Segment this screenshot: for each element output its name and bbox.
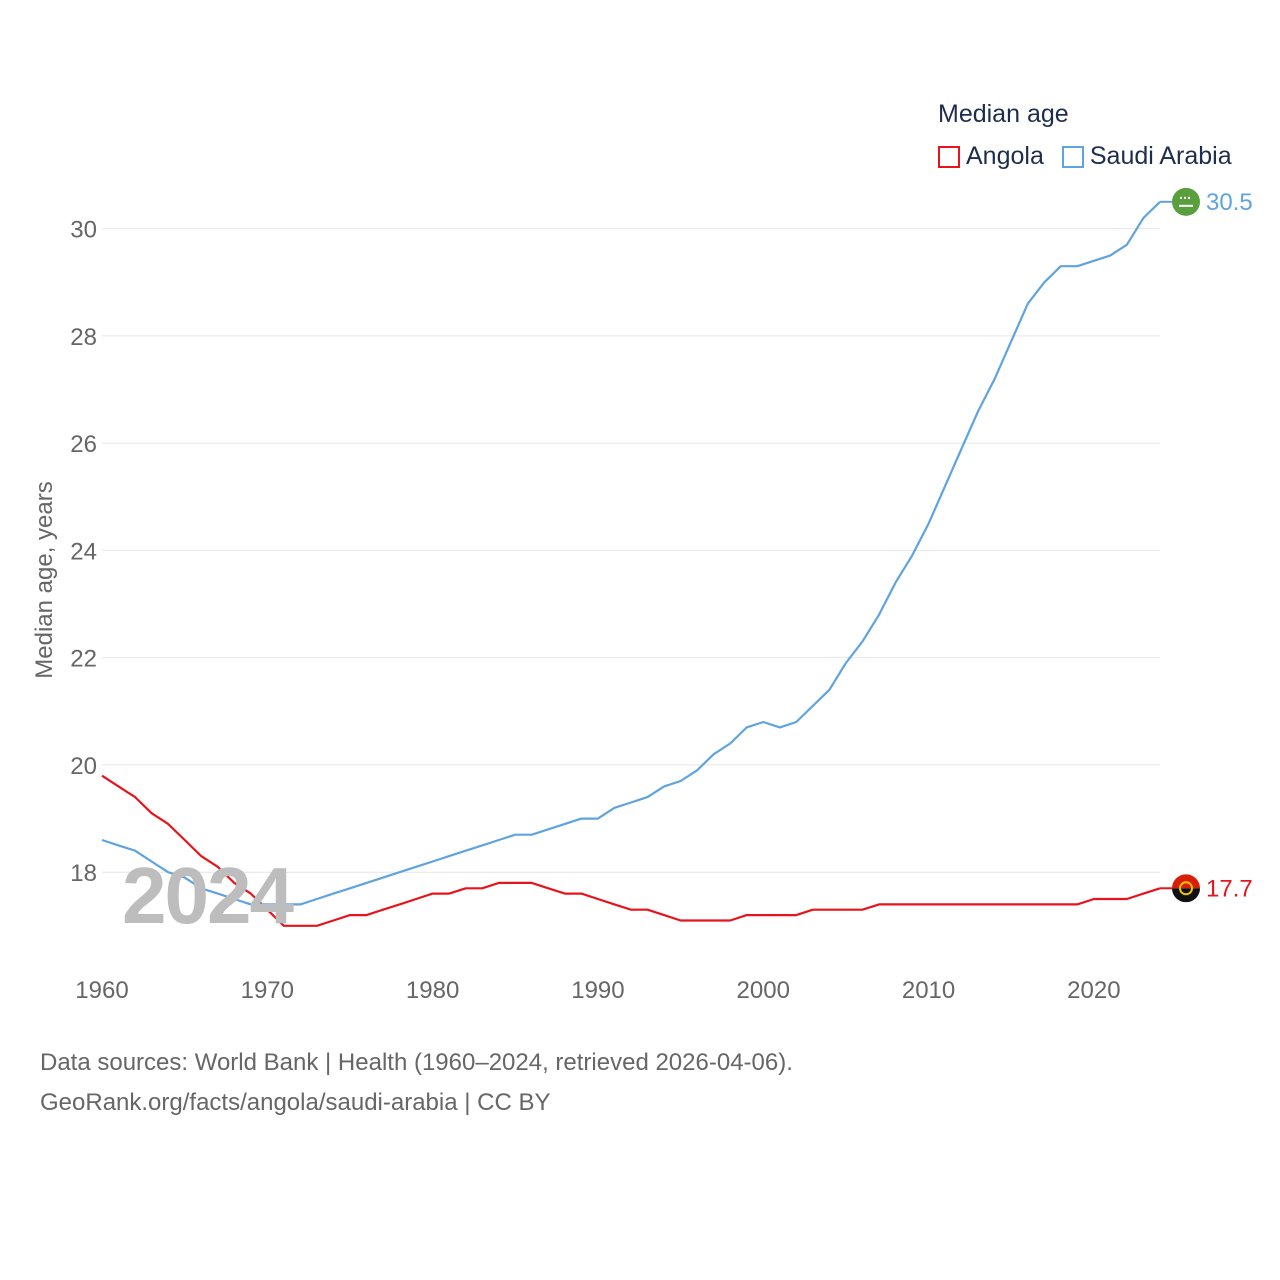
y-tick-24: 24 [70, 538, 97, 565]
y-tick-28: 28 [70, 324, 97, 351]
y-tick-18: 18 [70, 860, 97, 887]
angola-flag-icon [1172, 874, 1200, 903]
x-tick-2010: 2010 [902, 977, 955, 1004]
y-axis-ticks: 18 20 22 24 26 28 30 [70, 217, 97, 888]
saudi-arabia-flag-icon [1172, 187, 1200, 216]
footer-link[interactable]: GeoRank.org/facts/angola/saudi-arabia | … [40, 1089, 551, 1116]
legend-swatch-saudi-arabia [1061, 145, 1084, 168]
x-tick-2020: 2020 [1067, 977, 1120, 1004]
legend-label-saudi-arabia: Saudi Arabia [1089, 142, 1232, 170]
current-year-label: 2024 [122, 851, 294, 940]
x-tick-1980: 1980 [406, 977, 459, 1004]
series-line-saudi-arabia [101, 201, 1161, 906]
x-tick-1990: 1990 [571, 977, 624, 1004]
legend-swatch-angola [938, 145, 960, 168]
legend-item-angola[interactable]: Angola [938, 142, 1044, 171]
x-tick-2000: 2000 [737, 977, 790, 1004]
y-tick-20: 20 [70, 753, 97, 780]
series-line-angola [101, 774, 1161, 927]
footer: Data sources: World Bank | Health (1960–… [40, 1043, 793, 1123]
y-tick-30: 30 [70, 217, 97, 244]
gridlines [102, 228, 1160, 873]
x-tick-1960: 1960 [75, 977, 128, 1004]
legend-title: Median age [938, 100, 1069, 128]
end-label-angola: 17.7 [1206, 875, 1253, 902]
x-axis-ticks: 1960 1970 1980 1990 2000 2010 2020 [75, 977, 1120, 1004]
y-tick-22: 22 [70, 646, 97, 673]
legend: Angola Saudi Arabia [938, 142, 1250, 171]
footer-sources: Data sources: World Bank | Health (1960–… [40, 1049, 793, 1076]
series-end-labels: 17.7 30.5 [1160, 187, 1253, 903]
end-label-saudi-arabia: 30.5 [1206, 189, 1253, 216]
y-axis-label: Median age, years [31, 481, 58, 678]
x-tick-1970: 1970 [241, 977, 294, 1004]
legend-item-saudi-arabia[interactable]: Saudi Arabia [1061, 142, 1232, 171]
legend-label-angola: Angola [966, 142, 1044, 170]
series-lines [101, 201, 1161, 927]
y-tick-26: 26 [70, 431, 97, 458]
